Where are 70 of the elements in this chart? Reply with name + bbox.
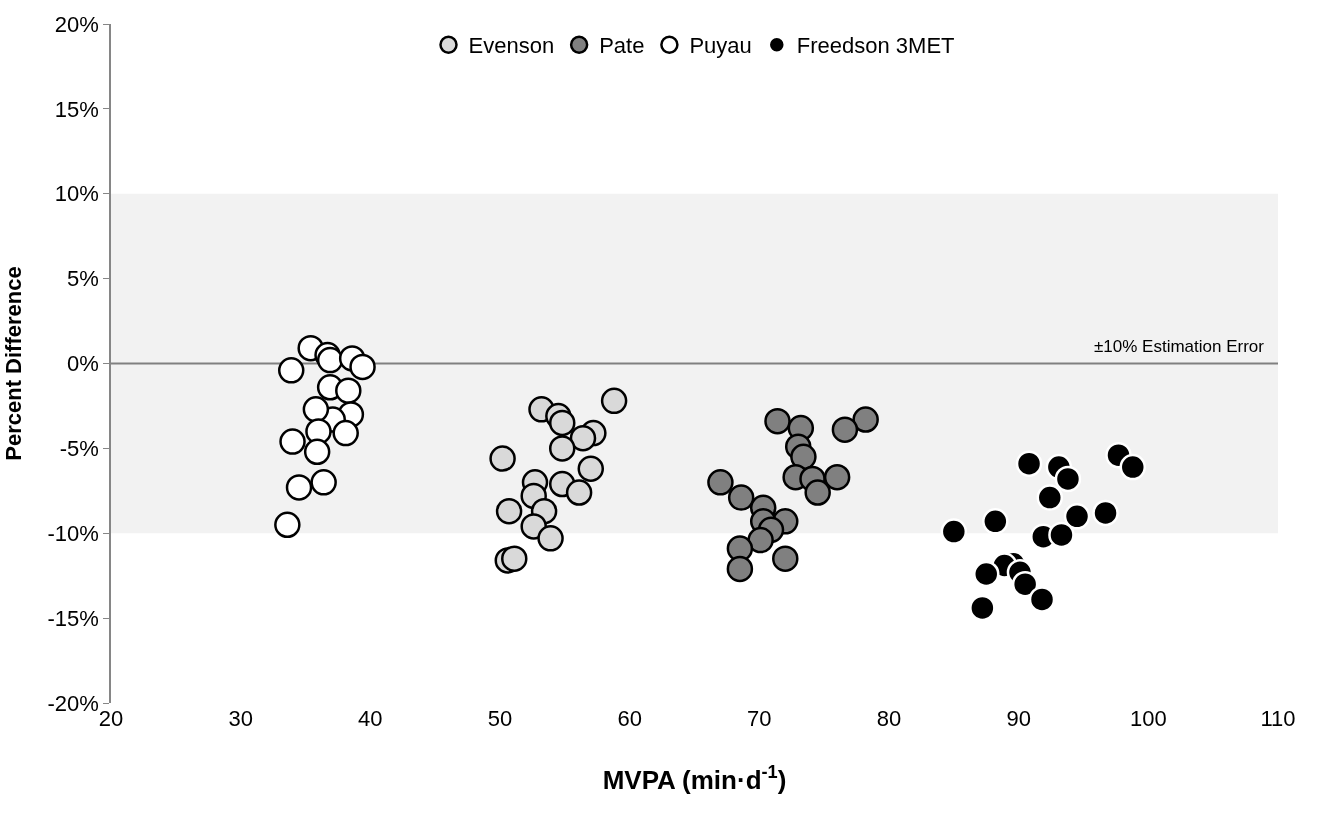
x-tick-label: 100 <box>1129 706 1167 731</box>
point <box>982 508 1009 535</box>
ref-line-label: ±10% Estimation Error <box>1094 337 1265 356</box>
point <box>831 416 859 443</box>
y-axis-title: Percent Difference <box>0 266 26 461</box>
x-axis-title: MVPA (min·d$^{-1}$) <box>602 761 787 795</box>
point <box>600 387 628 415</box>
x-tick-label: 90 <box>1006 706 1031 731</box>
legend-label: Freedson 3MET <box>796 33 955 59</box>
point <box>1036 484 1064 511</box>
point <box>1063 503 1091 530</box>
legend-label: Puyau <box>689 33 752 59</box>
legend-label: Evenson <box>468 33 555 59</box>
point <box>489 445 516 472</box>
point <box>279 428 306 455</box>
x-tick-label: 60 <box>617 706 642 731</box>
y-tick-label: 0% <box>67 351 99 377</box>
point <box>726 555 754 583</box>
point <box>747 526 774 554</box>
point <box>1011 570 1039 598</box>
point <box>1092 499 1119 527</box>
legend-label: Pate <box>599 33 645 59</box>
point <box>303 438 331 466</box>
y-tick-label: 15% <box>54 96 99 122</box>
y-tick-label: 5% <box>67 266 99 292</box>
y-tick-label: -15% <box>47 605 99 631</box>
point <box>278 357 305 384</box>
point <box>1119 453 1147 481</box>
point <box>973 560 1000 588</box>
point <box>316 346 344 374</box>
point <box>707 469 734 496</box>
x-tick-label: 50 <box>487 706 513 731</box>
y-tick-label: -10% <box>47 520 99 546</box>
point <box>569 424 597 452</box>
x-tick-label: 80 <box>876 706 902 731</box>
point <box>501 545 528 572</box>
point <box>310 469 337 496</box>
point <box>1048 521 1075 549</box>
point <box>1054 465 1082 493</box>
point <box>804 479 831 506</box>
point <box>565 479 593 506</box>
point <box>764 407 791 435</box>
y-tick-label: 20% <box>54 11 99 37</box>
point <box>274 511 301 538</box>
x-tick-label: 110 <box>1260 706 1296 731</box>
point <box>549 435 576 462</box>
y-tick-label: -20% <box>47 690 99 716</box>
point <box>1015 450 1043 477</box>
point <box>495 497 523 525</box>
point <box>549 409 576 437</box>
x-tick-label: 70 <box>747 706 772 731</box>
point <box>772 545 799 572</box>
y-tick-label: -5% <box>59 436 99 462</box>
point <box>823 463 851 491</box>
point <box>332 419 359 447</box>
x-tick-label: 30 <box>228 706 253 731</box>
point <box>727 484 755 511</box>
x-tick-label: 40 <box>358 706 383 731</box>
point <box>577 455 605 482</box>
point <box>969 594 996 622</box>
point <box>302 396 330 423</box>
point <box>852 406 879 433</box>
y-tick-label: 10% <box>54 181 99 207</box>
point <box>335 377 362 404</box>
x-tick-label: 20 <box>98 706 124 731</box>
point <box>537 525 564 552</box>
point <box>1028 586 1056 613</box>
point <box>349 353 376 381</box>
point <box>940 518 968 545</box>
point <box>285 474 313 501</box>
